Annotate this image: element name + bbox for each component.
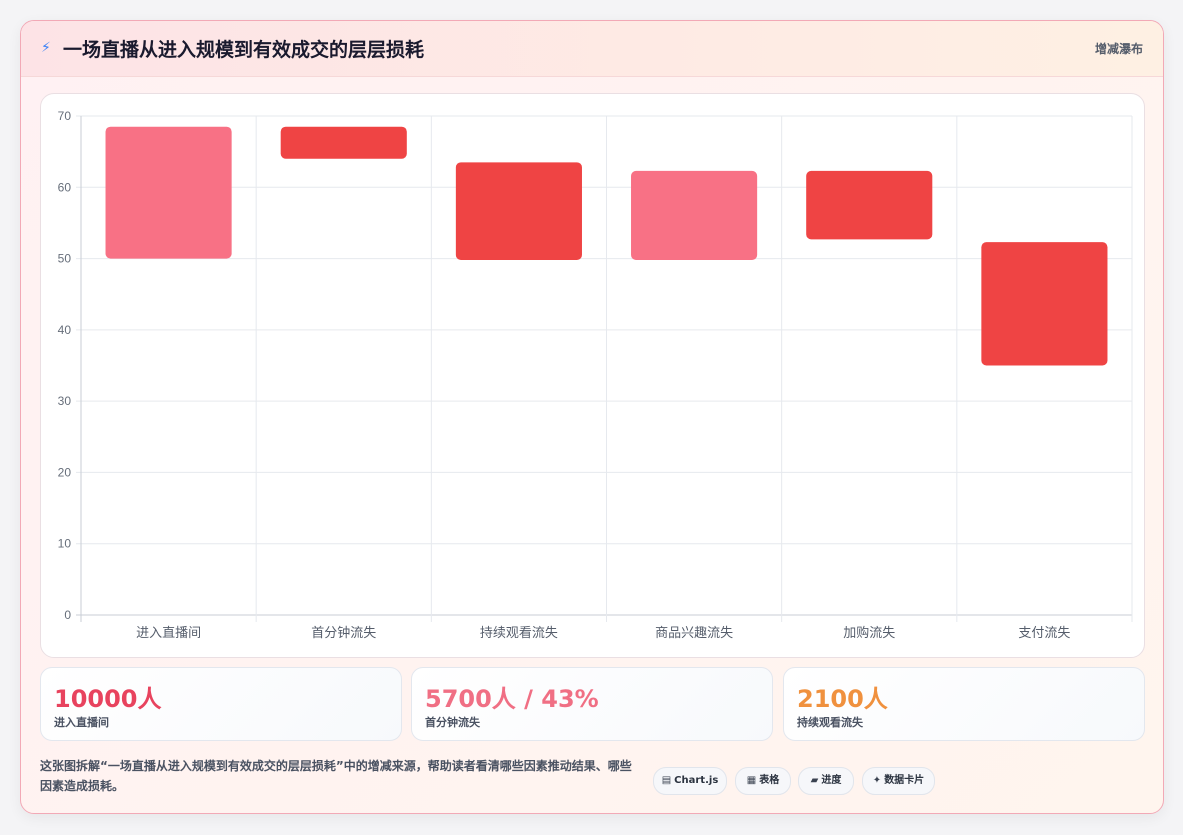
chip-label: Chart.js: [674, 775, 719, 786]
y-tick-label: 20: [58, 465, 72, 479]
table-icon: ▦: [746, 775, 757, 786]
bar: [806, 170, 933, 240]
x-tick-label: 支付流失: [1018, 626, 1070, 641]
chart-type-label: 增减瀑布: [1094, 42, 1143, 56]
lightning-icon: ⚡: [41, 40, 51, 56]
waterfall-chart: 0 10 20 30 40 50 60 70 进入直播间 首分钟流失 持续观看流失 商品兴趣流失 加购流…: [58, 109, 1133, 641]
bar: [105, 126, 232, 259]
stat-label: 首分钟流失: [425, 716, 480, 729]
y-tick-label: 50: [58, 252, 72, 266]
progress-icon: ▰: [810, 775, 819, 786]
bar: [280, 126, 407, 159]
y-tick-label: 0: [64, 608, 71, 622]
y-tick-label: 30: [58, 394, 72, 408]
stat-value: 5700人 / 43%: [425, 685, 599, 713]
y-tick-label: 70: [58, 109, 72, 123]
chip-table[interactable]: ▦ 表格: [735, 767, 791, 795]
chart-description: 这张图拆解“一场直播从进入规模到有效成交的层层损耗”中的增减来源，帮助读者看清哪…: [40, 759, 632, 793]
stat-value: 10000人: [54, 685, 162, 713]
page-title: 一场直播从进入规模到有效成交的层层损耗: [63, 39, 425, 61]
sparkle-icon: ✦: [872, 775, 882, 786]
stat-label: 进入直播间: [54, 716, 109, 729]
bar: [631, 170, 758, 260]
x-tick-label: 商品兴趣流失: [655, 626, 733, 641]
dashboard-card: ⚡ 一场直播从进入规模到有效成交的层层损耗 增减瀑布 0 10 20 30 40 50 60…: [20, 20, 1164, 814]
bar: [455, 162, 582, 260]
chip-label: 数据卡片: [884, 775, 925, 786]
y-tick-label: 40: [58, 323, 72, 337]
x-tick-label: 进入直播间: [136, 626, 201, 641]
chip-label: 进度: [821, 775, 842, 786]
chip-progress[interactable]: ▰ 进度: [798, 767, 854, 795]
stat-value: 2100人: [797, 685, 888, 713]
stat-card-continued-watch: 2100人 持续观看流失: [783, 667, 1145, 741]
chip-data-cards[interactable]: ✦ 数据卡片: [862, 767, 935, 795]
chip-label: 表格: [759, 775, 780, 786]
chip-chartjs[interactable]: ▤ Chart.js: [653, 767, 727, 795]
chart-panel: 0 10 20 30 40 50 60 70 进入直播间 首分钟流失 持续观看流失 商品兴趣流失 加购流…: [40, 93, 1145, 658]
stat-label: 持续观看流失: [797, 716, 863, 729]
bar: [981, 242, 1108, 366]
y-tick-label: 10: [58, 537, 72, 551]
x-tick-label: 加购流失: [843, 625, 895, 641]
stat-card-entered: 10000人 进入直播间: [40, 667, 402, 741]
x-tick-label: 首分钟流失: [311, 625, 376, 641]
card-header: ⚡ 一场直播从进入规模到有效成交的层层损耗 增减瀑布: [21, 21, 1163, 77]
y-tick-label: 60: [58, 180, 72, 194]
stat-card-first-minute: 5700人 / 43% 首分钟流失: [411, 667, 773, 741]
x-tick-label: 持续观看流失: [480, 625, 558, 641]
chart-icon: ▤: [661, 775, 672, 786]
